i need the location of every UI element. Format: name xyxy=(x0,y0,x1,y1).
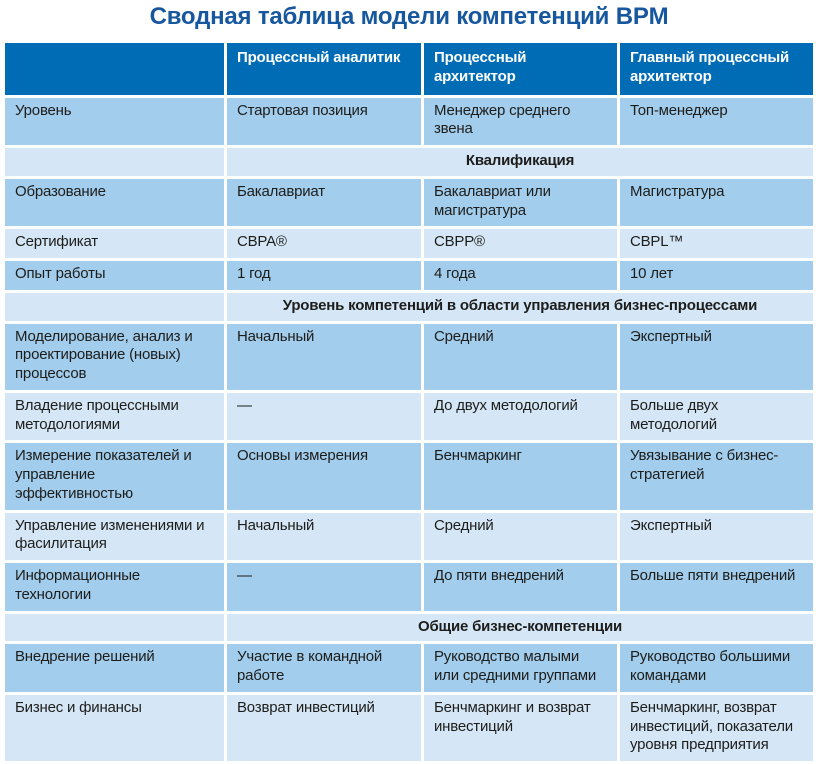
value-cell: 10 лет xyxy=(620,261,813,290)
value-cell: Бенчмаркинг xyxy=(424,443,617,510)
value-cell: Бенчмаркинг и возврат инвестиций xyxy=(424,694,617,761)
value-cell: Экспертный xyxy=(620,323,813,390)
table-header-row: Процессный аналитик Процессный архитекто… xyxy=(5,43,813,95)
header-cell-chief-process-architect: Главный процессный архитектор xyxy=(620,43,813,95)
value-cell: CBPP® xyxy=(424,229,617,258)
section-row-qualification: Квалификация xyxy=(5,148,813,176)
table-row-experience: Опыт работы 1 год 4 года 10 лет xyxy=(5,261,813,290)
table-row-education: Образование Бакалавриат Бакалавриат или … xyxy=(5,178,813,227)
table-row-business-finance: Бизнес и финансы Возврат инвестиций Бенч… xyxy=(5,694,813,761)
value-cell: До пяти внедрений xyxy=(424,563,617,611)
table-row-modeling: Моделирование, анализ и проектирование (… xyxy=(5,323,813,390)
page: Сводная таблица модели компетенций BPM П… xyxy=(0,3,818,764)
value-cell: Бенчмаркинг, возврат инвестиций, показат… xyxy=(620,694,813,761)
value-cell: Возврат инвестиций xyxy=(227,694,421,761)
row-label: Моделирование, анализ и проектирование (… xyxy=(5,323,224,390)
value-cell: 4 года xyxy=(424,261,617,290)
page-title: Сводная таблица модели компетенций BPM xyxy=(149,3,669,30)
section-row-general-business: Общие бизнес-компетенции xyxy=(5,613,813,642)
value-cell: Стартовая позиция xyxy=(227,97,421,145)
row-label: Сертификат xyxy=(5,229,224,258)
row-label: Бизнес и финансы xyxy=(5,694,224,761)
value-cell: Магистратура xyxy=(620,178,813,227)
table-row-measurement: Измерение показателей и управление эффек… xyxy=(5,443,813,510)
value-cell: CBPA® xyxy=(227,229,421,258)
row-label: Управление изменениями и фасилитация xyxy=(5,512,224,560)
row-label: Внедрение решений xyxy=(5,644,224,692)
value-cell: — xyxy=(227,392,421,441)
value-cell: Бакалавриат или магистратура xyxy=(424,178,617,227)
table-row-methodologies: Владение процессными методологиями — До … xyxy=(5,392,813,441)
table-row-certificate: Сертификат CBPA® CBPP® CBPL™ xyxy=(5,229,813,258)
header-cell-process-analyst: Процессный аналитик xyxy=(227,43,421,95)
section-title: Уровень компетенций в области управления… xyxy=(227,292,813,321)
row-label: Опыт работы xyxy=(5,261,224,290)
row-label: Измерение показателей и управление эффек… xyxy=(5,443,224,510)
value-cell: Руководство малыми или средними группами xyxy=(424,644,617,692)
value-cell: Руководство большими командами xyxy=(620,644,813,692)
value-cell: — xyxy=(227,563,421,611)
table-row-implementation: Внедрение решений Участие в командной ра… xyxy=(5,644,813,692)
row-label: Уровень xyxy=(5,97,224,145)
value-cell: Увязывание с бизнес-стратегией xyxy=(620,443,813,510)
value-cell: Участие в командной работе xyxy=(227,644,421,692)
section-title: Квалификация xyxy=(227,148,813,176)
header-cell-empty xyxy=(5,43,224,95)
value-cell: Экспертный xyxy=(620,512,813,560)
table-row-change-management: Управление изменениями и фасилитация Нач… xyxy=(5,512,813,560)
value-cell: Начальный xyxy=(227,323,421,390)
value-cell: 1 год xyxy=(227,261,421,290)
value-cell: Начальный xyxy=(227,512,421,560)
value-cell: Средний xyxy=(424,512,617,560)
table-row-level: Уровень Стартовая позиция Менеджер средн… xyxy=(5,97,813,145)
row-label: Владение процессными методологиями xyxy=(5,392,224,441)
value-cell: Средний xyxy=(424,323,617,390)
value-cell: До двух методологий xyxy=(424,392,617,441)
value-cell: CBPL™ xyxy=(620,229,813,258)
section-row-empty-cell xyxy=(5,292,224,321)
section-row-empty-cell xyxy=(5,148,224,176)
header-cell-process-architect: Процессный архитектор xyxy=(424,43,617,95)
competency-table: Процессный аналитик Процессный архитекто… xyxy=(2,40,816,764)
value-cell: Основы измерения xyxy=(227,443,421,510)
value-cell: Больше пяти внедрений xyxy=(620,563,813,611)
value-cell: Менеджер среднего звена xyxy=(424,97,617,145)
value-cell: Больше двух методологий xyxy=(620,392,813,441)
value-cell: Топ-менеджер xyxy=(620,97,813,145)
section-title: Общие бизнес-компетенции xyxy=(227,613,813,642)
value-cell: Бакалавриат xyxy=(227,178,421,227)
row-label: Информационные технологии xyxy=(5,563,224,611)
table-row-it: Информационные технологии — До пяти внед… xyxy=(5,563,813,611)
section-row-bpm-competency-level: Уровень компетенций в области управления… xyxy=(5,292,813,321)
row-label: Образование xyxy=(5,178,224,227)
section-row-empty-cell xyxy=(5,613,224,642)
